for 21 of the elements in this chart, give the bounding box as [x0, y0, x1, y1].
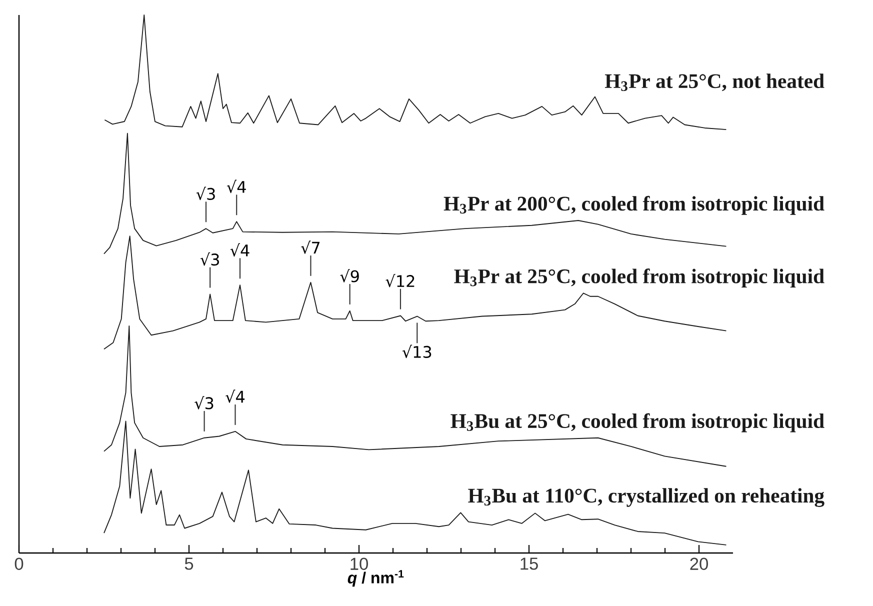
series-label: H$_{3}$Pr at 200°C, cooled from isotropic liquid [444, 196, 824, 215]
x-tick-label: 15 [520, 558, 538, 570]
series-label: H$_{3}$Pr at 25°C, not heated [604, 74, 824, 92]
x-axis-title: q / nm$^{-1}$ [348, 570, 404, 587]
annotation: √3 [194, 396, 214, 410]
series-label: H$_{3}$Bu at 110°C, crystallized on reheating [468, 488, 824, 507]
series-label: H$_{3}$Bu at 25°C, cooled from isotropic liquid [450, 413, 824, 432]
x-tick-label: 0 [14, 558, 24, 570]
annotation: √3 [196, 186, 215, 200]
series-label: H$_{3}$Pr at 25°C, cooled from isotropic liquid [454, 268, 824, 288]
annotation: √12 [386, 274, 414, 288]
annotation: √4 [226, 180, 246, 194]
annotation: √4 [226, 390, 245, 403]
annotation: √13 [402, 344, 432, 358]
annotation: √4 [230, 243, 250, 257]
annotation: √9 [340, 269, 359, 282]
annotation: √7 [301, 240, 320, 254]
x-tick-label: 20 [690, 558, 708, 570]
x-tick-label: 10 [350, 558, 368, 570]
annotation: √3 [200, 252, 219, 266]
x-tick-label: 5 [184, 558, 194, 570]
